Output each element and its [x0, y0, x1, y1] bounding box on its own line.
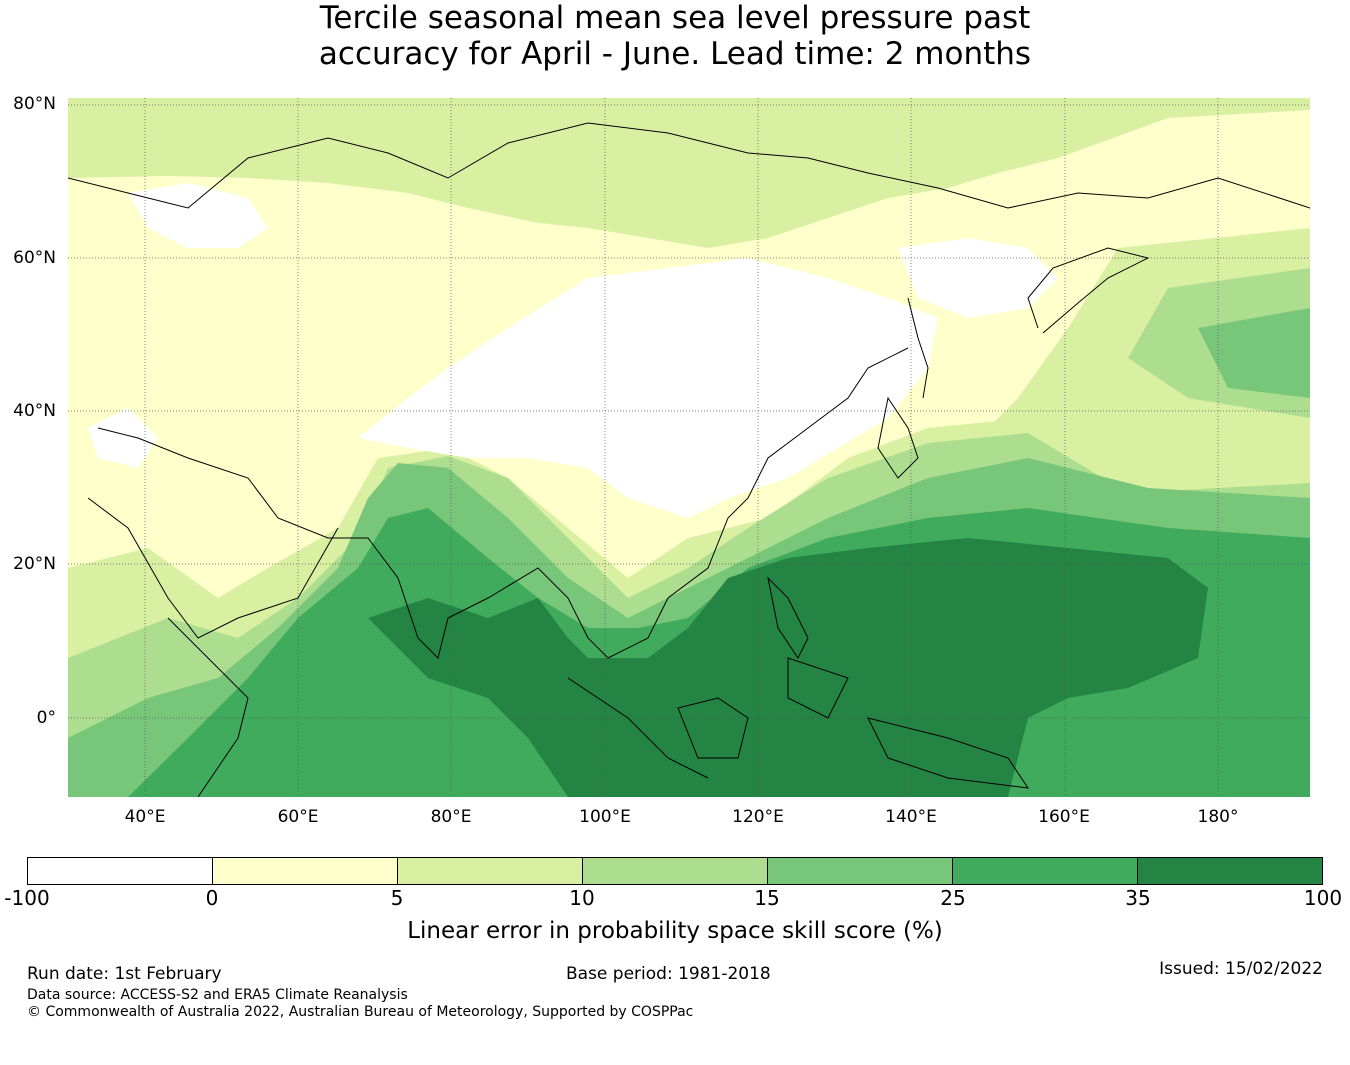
colorbar-tick-8: 100 [1303, 886, 1343, 910]
colorbar-tick-6: 25 [940, 886, 966, 910]
colorbar-tick-2: 0 [205, 886, 219, 910]
lon-label-180: 180° [1197, 807, 1239, 827]
lon-label-160e: 160°E [1038, 807, 1090, 827]
map-title: Tercile seasonal mean sea level pressure… [0, 0, 1350, 72]
lat-label-60n: 60°N [13, 248, 56, 268]
colorbar-segment-4 [583, 858, 768, 884]
skill-band-5-10-north [68, 98, 1310, 248]
colorbar-tick-4: 10 [569, 886, 595, 910]
lon-label-140e: 140°E [885, 807, 937, 827]
lat-label-40n: 40°N [13, 401, 56, 421]
skill-band-negative-west [128, 183, 268, 248]
skill-map-canvas [68, 98, 1310, 797]
colorbar-tick-7: 35 [1125, 886, 1151, 910]
colorbar-tick-5: 15 [754, 886, 780, 910]
skill-band-negative-central [358, 258, 938, 518]
colorbar [27, 857, 1323, 885]
colorbar-tick-1: -100 [4, 886, 50, 910]
lon-label-40e: 40°E [124, 807, 166, 827]
colorbar-tick-3: 5 [390, 886, 404, 910]
colorbar-segment-1 [28, 858, 213, 884]
colorbar-segment-7 [1138, 858, 1322, 884]
lon-label-60e: 60°E [277, 807, 319, 827]
colorbar-segment-3 [398, 858, 583, 884]
title-line-1: Tercile seasonal mean sea level pressure… [319, 0, 1031, 36]
issued-date: Issued: 15/02/2022 [1159, 959, 1323, 979]
base-period: Base period: 1981-2018 [566, 964, 771, 984]
colorbar-segment-5 [768, 858, 953, 884]
lat-label-20n: 20°N [13, 554, 56, 574]
title-line-2: accuracy for April - June. Lead time: 2 … [318, 36, 1032, 72]
colorbar-segment-6 [953, 858, 1138, 884]
data-source: Data source: ACCESS-S2 and ERA5 Climate … [27, 987, 408, 1003]
map-gridlines [68, 98, 1310, 797]
skill-map [68, 98, 1310, 797]
run-date: Run date: 1st February [27, 964, 222, 984]
lon-label-120e: 120°E [732, 807, 784, 827]
copyright: © Commonwealth of Australia 2022, Austra… [27, 1004, 694, 1020]
colorbar-label: Linear error in probability space skill … [407, 918, 943, 944]
lat-label-80n: 80°N [13, 94, 56, 114]
coastlines [68, 122, 1310, 797]
lat-label-0: 0° [36, 708, 56, 728]
skill-band-negative-arabia [88, 408, 158, 468]
lon-label-80e: 80°E [430, 807, 472, 827]
skill-band-15-25-east [1198, 308, 1310, 398]
colorbar-segment-2 [213, 858, 398, 884]
lon-label-100e: 100°E [579, 807, 631, 827]
